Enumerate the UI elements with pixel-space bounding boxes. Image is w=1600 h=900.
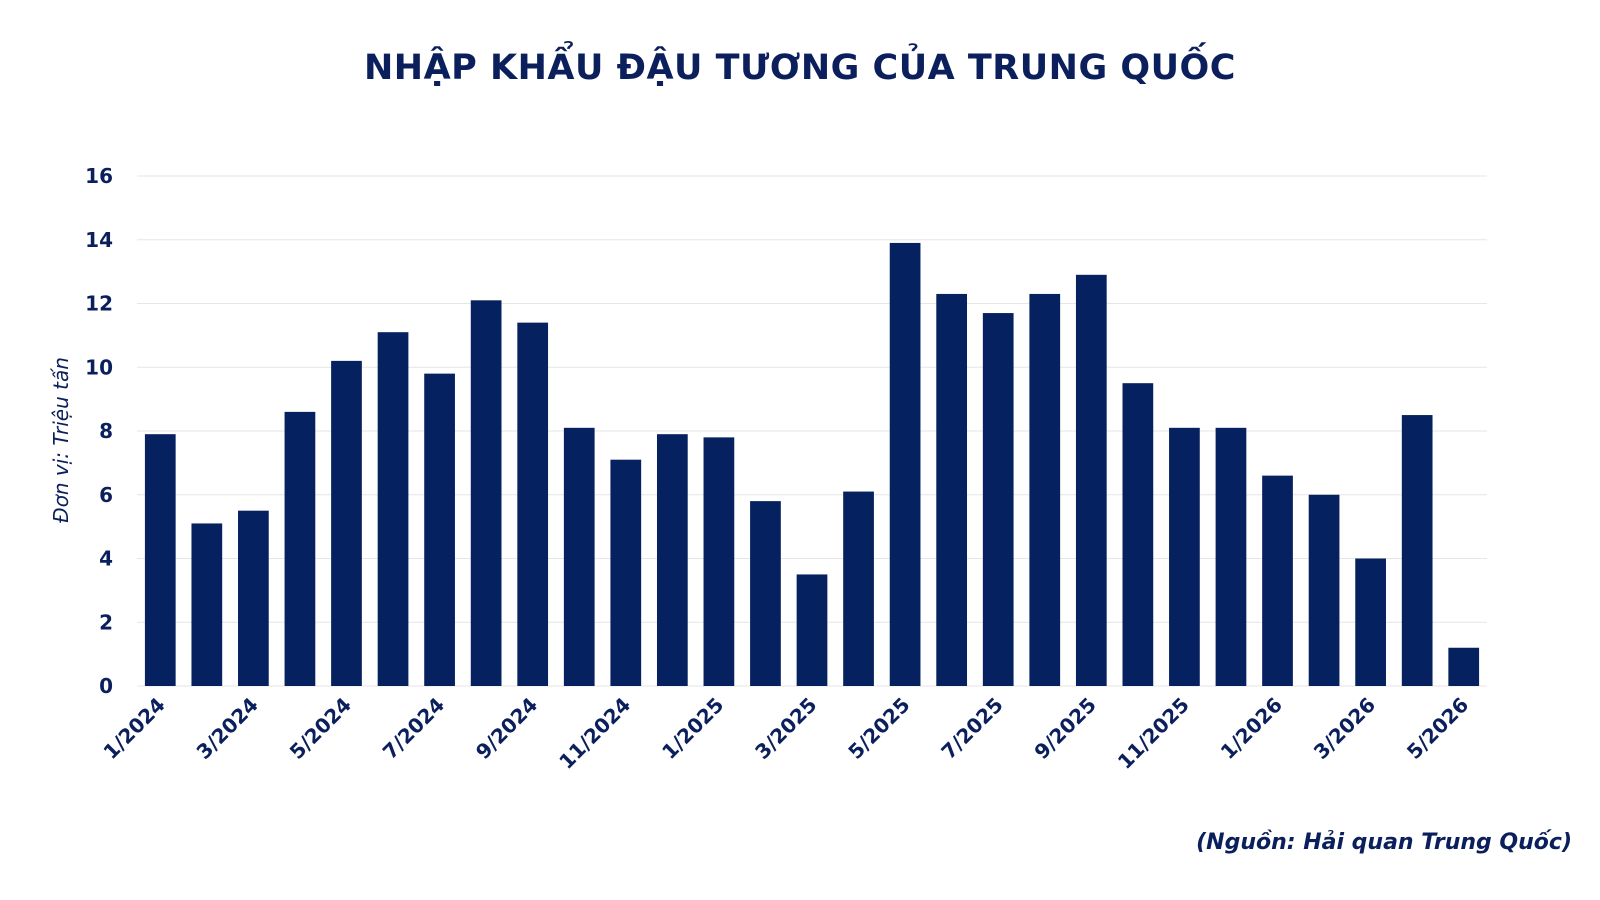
x-tick-label: 1/2026 bbox=[1216, 693, 1287, 764]
y-tick-label: 4 bbox=[99, 547, 113, 571]
bar-3-2026 bbox=[1355, 558, 1386, 686]
x-axis-ticks: 1/2024 3/2024 5/2024 7/2024 9/2024 11/2024 1/2… bbox=[98, 693, 1473, 774]
bar-3-2024 bbox=[238, 510, 269, 686]
y-tick-label: 6 bbox=[99, 483, 113, 507]
chart-title: NHẬP KHẨU ĐẬU TƯƠNG CỦA TRUNG QUỐC bbox=[364, 48, 1236, 88]
bar-11-2025 bbox=[1169, 427, 1200, 686]
y-axis-title: Đơn vị: Triệu tấn bbox=[49, 357, 73, 523]
x-tick-label: 3/2024 bbox=[192, 693, 263, 764]
bar-1-2026 bbox=[1262, 475, 1293, 686]
y-tick-label: 0 bbox=[99, 674, 113, 698]
x-tick-label: 11/2024 bbox=[554, 693, 635, 774]
bar-5-2024 bbox=[331, 360, 362, 686]
bar-8-2025 bbox=[1029, 293, 1061, 686]
y-tick-label: 8 bbox=[99, 419, 113, 443]
y-tick-label: 10 bbox=[85, 355, 113, 379]
bar-2-2026 bbox=[1308, 494, 1340, 686]
y-tick-label: 12 bbox=[85, 292, 113, 316]
x-tick-label: 1/2024 bbox=[98, 693, 169, 764]
bar-1-2024 bbox=[144, 434, 176, 686]
bar-8-2024 bbox=[470, 300, 502, 686]
y-axis-ticks: 0 2 4 6 8 10 12 14 16 bbox=[85, 164, 113, 698]
bar-6-2024 bbox=[377, 332, 409, 686]
bar-2-2025 bbox=[750, 501, 781, 686]
bar-9-2024 bbox=[517, 322, 549, 686]
bar-7-2025 bbox=[982, 313, 1014, 686]
x-tick-label: 11/2025 bbox=[1113, 693, 1194, 774]
bar-12-2025 bbox=[1215, 427, 1247, 686]
x-tick-label: 5/2024 bbox=[285, 693, 356, 764]
x-tick-label: 9/2025 bbox=[1030, 693, 1101, 764]
bar-3-2025 bbox=[796, 574, 828, 686]
bar-4-2026 bbox=[1401, 415, 1433, 686]
x-tick-label: 1/2025 bbox=[657, 693, 728, 764]
y-tick-label: 14 bbox=[85, 228, 113, 252]
bar-4-2025 bbox=[843, 491, 874, 686]
bar-10-2025 bbox=[1122, 383, 1154, 686]
bar-1-2025 bbox=[703, 437, 735, 686]
bar-2-2024 bbox=[191, 523, 223, 686]
x-tick-label: 3/2026 bbox=[1309, 693, 1380, 764]
x-tick-label: 5/2025 bbox=[843, 693, 914, 764]
x-tick-label: 9/2024 bbox=[471, 693, 542, 764]
x-tick-label: 7/2025 bbox=[936, 693, 1007, 764]
bar-4-2024 bbox=[284, 411, 316, 686]
bar-10-2024 bbox=[563, 427, 595, 686]
bar-7-2024 bbox=[424, 373, 455, 686]
bars bbox=[144, 242, 1480, 686]
x-tick-label: 5/2026 bbox=[1402, 693, 1473, 764]
bar-5-2026 bbox=[1448, 647, 1480, 686]
bar-6-2025 bbox=[936, 293, 968, 686]
bar-9-2025 bbox=[1075, 274, 1107, 686]
source-note: (Nguồn: Hải quan Trung Quốc) bbox=[1196, 830, 1572, 855]
bar-12-2024 bbox=[656, 434, 688, 686]
x-tick-label: 3/2025 bbox=[750, 693, 821, 764]
bar-11-2024 bbox=[610, 459, 642, 686]
y-tick-label: 2 bbox=[99, 610, 113, 634]
y-tick-label: 16 bbox=[85, 164, 113, 188]
x-tick-label: 7/2024 bbox=[378, 693, 449, 764]
bar-5-2025 bbox=[889, 242, 921, 686]
